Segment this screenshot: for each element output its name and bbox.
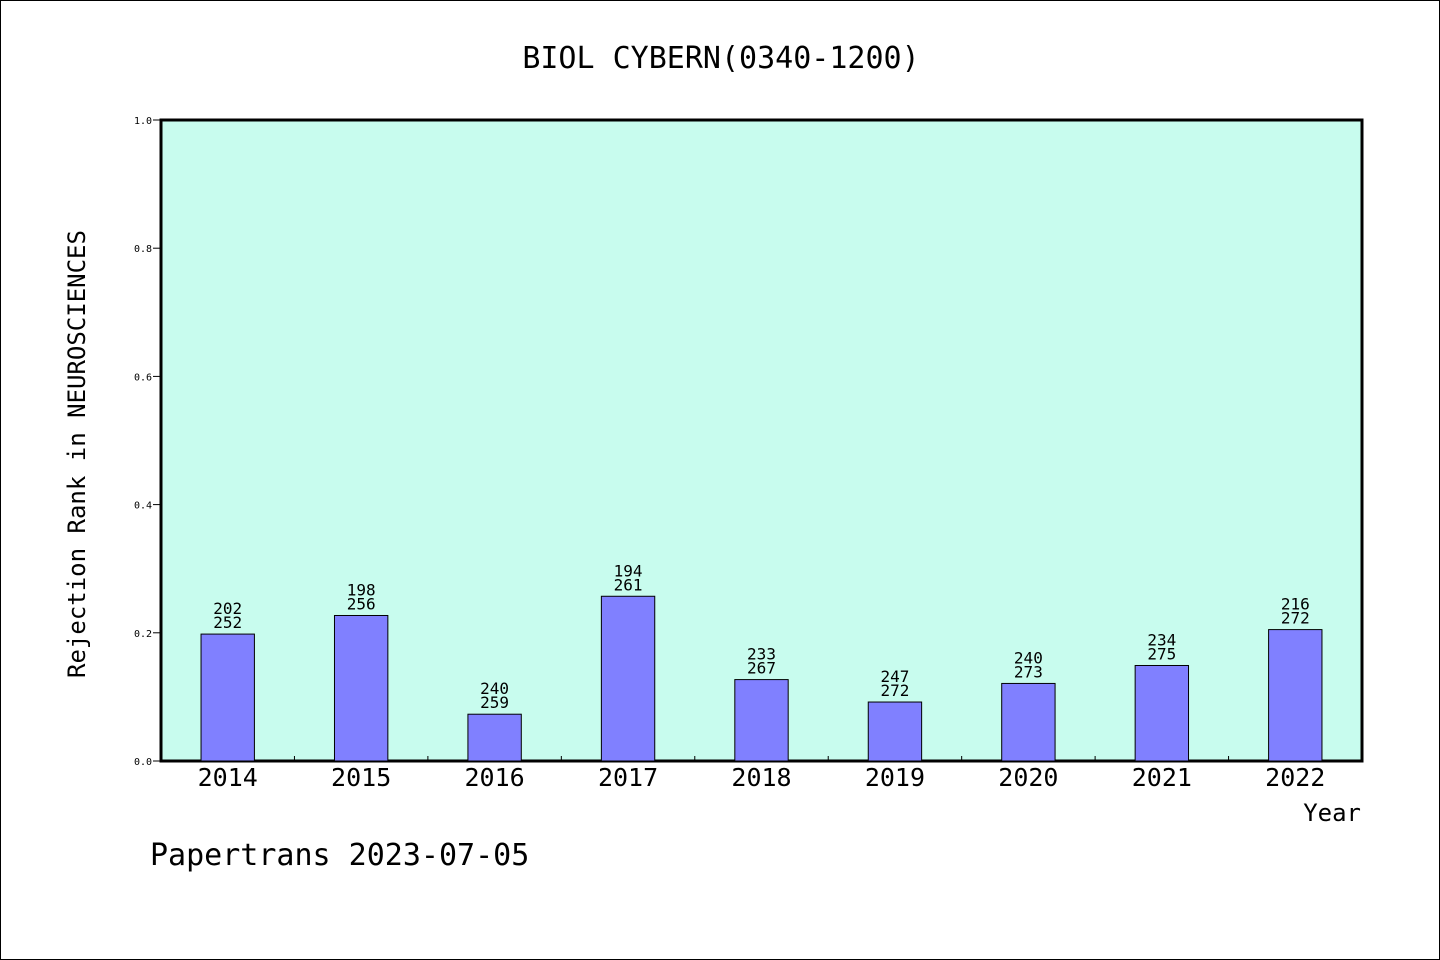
- bar-label-bottom: 273: [1014, 662, 1043, 681]
- y-tick-label: 1.0: [134, 116, 152, 127]
- bar-label-bottom: 256: [347, 594, 376, 613]
- x-tick-label: 2016: [465, 763, 525, 792]
- bar-label-bottom: 261: [614, 575, 643, 594]
- bar-label-bottom: 252: [213, 613, 242, 632]
- y-axis-label: Rejection Rank in NEUROSCIENCES: [63, 230, 91, 678]
- bar-label-top: 233: [747, 645, 776, 664]
- y-tick-label: 0.0: [134, 757, 152, 768]
- bar-label-top: 198: [347, 580, 376, 599]
- bar: [600, 595, 656, 762]
- bar-label-top: 202: [213, 599, 242, 618]
- x-tick-label: 2022: [1265, 763, 1325, 792]
- bar-label-top: 240: [1014, 648, 1043, 667]
- footer-text: Papertrans 2023-07-05: [150, 838, 529, 873]
- bar: [1268, 629, 1323, 762]
- bar-label-top: 240: [480, 679, 509, 698]
- bar-label-top: 194: [614, 561, 643, 580]
- x-axis-tick-labels: 2014 2015 2016 2017 2018 2019 2020 2021 2022: [198, 756, 1325, 792]
- x-tick-label: 2019: [865, 763, 925, 792]
- bar: [200, 633, 255, 762]
- x-axis-label: Year: [1303, 799, 1361, 827]
- bar: [867, 701, 923, 762]
- bar-label-bottom: 275: [1147, 644, 1176, 663]
- bar-label-bottom: 272: [880, 681, 909, 700]
- bar: [734, 679, 789, 762]
- x-tick-label: 2015: [331, 763, 391, 792]
- bar: [1001, 682, 1056, 762]
- bar-label-top: 216: [1281, 595, 1310, 614]
- x-tick-label: 2017: [598, 763, 658, 792]
- chart-title: BIOL CYBERN(0340-1200): [522, 41, 919, 76]
- x-tick-label: 2018: [731, 763, 791, 792]
- bar: [1134, 664, 1190, 762]
- x-tick-label: 2014: [198, 763, 258, 792]
- x-tick-label: 2021: [1132, 763, 1192, 792]
- bar-label-bottom: 267: [747, 659, 776, 678]
- bar: [467, 713, 522, 762]
- y-tick-label: 0.8: [134, 244, 152, 255]
- bar-label-bottom: 259: [480, 693, 509, 712]
- bar-label-top: 247: [880, 667, 909, 686]
- y-tick-label: 0.4: [134, 501, 152, 512]
- bar-label-top: 234: [1147, 630, 1176, 649]
- y-tick-label: 0.6: [134, 372, 152, 383]
- y-tick-label: 0.2: [134, 629, 152, 640]
- y-axis-ticks: 0.0 0.2 0.4 0.6 0.8 1.0: [134, 116, 161, 768]
- bar-label-bottom: 272: [1281, 609, 1310, 628]
- x-tick-label: 2020: [998, 763, 1058, 792]
- bar: [333, 614, 389, 762]
